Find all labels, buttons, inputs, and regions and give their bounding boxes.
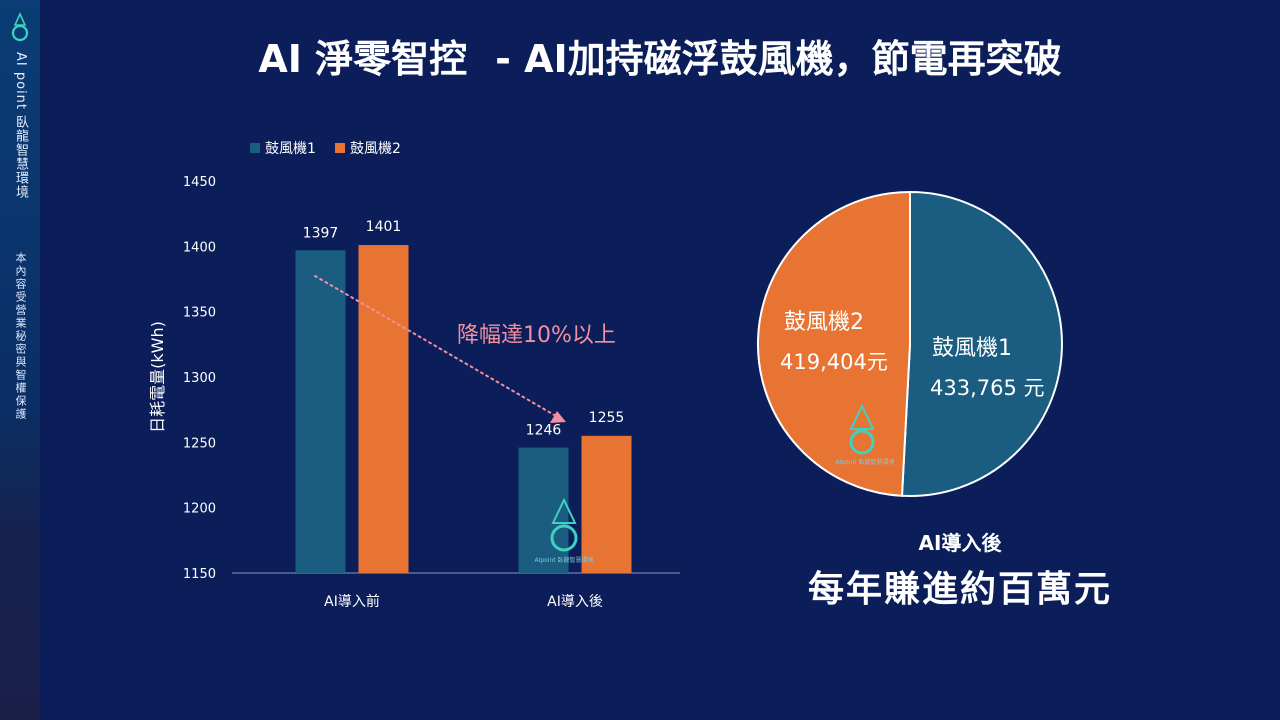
aipoint-logo-icon [11,12,29,42]
x-tick-label: AI導入後 [547,594,603,610]
y-tick-label: 1150 [183,567,216,582]
watermark-triangle [849,403,875,430]
watermark-logo-icon: AIpoint 臥龍智慧環境 [835,403,895,466]
watermark-ring [849,429,875,455]
watermark-triangle [551,497,577,524]
y-tick-label: 1250 [183,436,216,451]
trend-annotation: 降幅達10%以上 [457,323,616,348]
data-label: 1397 [303,225,339,241]
page-title-main: AI 淨零智控 [258,37,468,81]
bar [518,447,569,573]
sidebar: AI point 臥龍智慧環境 本內容受營業秘密與智權保護 [0,0,40,720]
trend-arrow-line [314,275,557,417]
legend-swatch [250,143,260,153]
pie-chart: 鼓風機1 433,765 元 鼓風機2 419,404元 AIpoint 臥龍智慧環境 [757,190,1063,497]
legend-label: 鼓風機2 [350,141,401,157]
y-tick-label: 1400 [183,240,216,255]
summary-caption: AI導入後 [918,531,1002,555]
page-title-sub: - AI加持磁浮鼓風機，節電再突破 [495,37,1062,81]
pie-slice-value: 419,404元 [780,350,888,374]
watermark-ring [550,524,578,552]
pie-slice [900,190,1063,497]
bar [581,435,632,573]
x-tick-label: AI導入前 [324,593,380,610]
y-tick-label: 1350 [183,306,216,321]
y-axis-label: 日耗電量(kWh) [148,321,167,433]
bar-chart: 1150 1200 1250 1300 1350 1400 1450 日耗電量(kWh) AI導… [148,141,680,610]
data-label: 1255 [589,410,625,426]
bar [295,250,346,573]
bar [358,245,409,573]
page-title: AI 淨零智控 - AI加持磁浮鼓風機，節電再突破 [60,28,1260,83]
pie-slice-label: 鼓風機2 [784,310,864,335]
trend-arrow-head-icon [550,411,566,423]
sidebar-confidential-note: 本內容受營業秘密與智權保護 [14,252,27,421]
legend-label: 鼓風機1 [265,141,316,157]
y-tick-label: 1200 [183,502,216,517]
data-label: 1401 [366,219,402,235]
y-tick-label: 1300 [183,371,216,386]
watermark-text: AIpoint 臥龍智慧環境 [534,556,593,564]
data-label: 1246 [526,423,562,439]
watermark-logo-icon: AIpoint 臥龍智慧環境 [534,497,594,564]
pie-slice-value: 433,765 元 [930,376,1045,400]
pie-slice-label: 鼓風機1 [932,336,1012,361]
watermark-text: AIpoint 臥龍智慧環境 [835,458,894,466]
y-tick-label: 1450 [183,175,216,190]
summary-headline: 每年賺進約百萬元 [807,569,1112,610]
pie-slice [757,190,911,497]
legend-swatch [335,143,345,153]
sidebar-brand: AI point 臥龍智慧環境 [13,52,28,200]
